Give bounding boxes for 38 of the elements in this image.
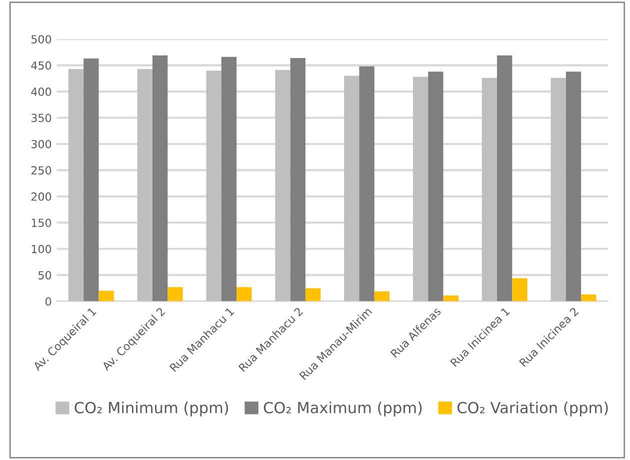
legend-label: CO₂ Maximum (ppm): [264, 402, 422, 416]
bar: [412, 76, 428, 302]
y-tick-label: 450: [31, 61, 52, 70]
bar: [206, 70, 222, 302]
bar: [482, 78, 498, 302]
y-tick-label: 50: [38, 271, 52, 280]
y-tick-label: 0: [46, 297, 52, 306]
bar: [550, 78, 566, 302]
bar: [221, 56, 237, 302]
y-tick-label: 300: [31, 140, 52, 148]
bar: [98, 290, 114, 302]
bar: [168, 287, 183, 302]
bar: [497, 55, 512, 302]
legend-label: CO₂ Minimum (ppm): [74, 402, 228, 416]
bar: [84, 58, 99, 302]
bar: [359, 66, 374, 302]
y-tick-label: 400: [31, 88, 52, 96]
bar: [374, 291, 390, 302]
bar: [275, 70, 290, 302]
bar: [305, 288, 321, 302]
bar: [512, 278, 528, 302]
bar: [581, 294, 596, 302]
y-tick-label: 250: [31, 166, 52, 175]
legend-label: CO₂ Variation (ppm): [457, 402, 608, 416]
bar: [68, 68, 84, 302]
y-tick-label: 150: [32, 218, 52, 228]
bar: [290, 58, 306, 302]
bar: [443, 296, 458, 302]
bar: [137, 68, 152, 302]
bar: [344, 76, 360, 302]
y-tick-label: 350: [31, 114, 52, 122]
bar: [566, 72, 582, 302]
bar: [236, 287, 252, 302]
y-tick-label: 200: [31, 192, 52, 201]
y-tick-label: 500: [31, 35, 52, 44]
y-tick-label: 100: [32, 244, 52, 254]
bar: [152, 55, 168, 302]
bar: [428, 72, 444, 302]
